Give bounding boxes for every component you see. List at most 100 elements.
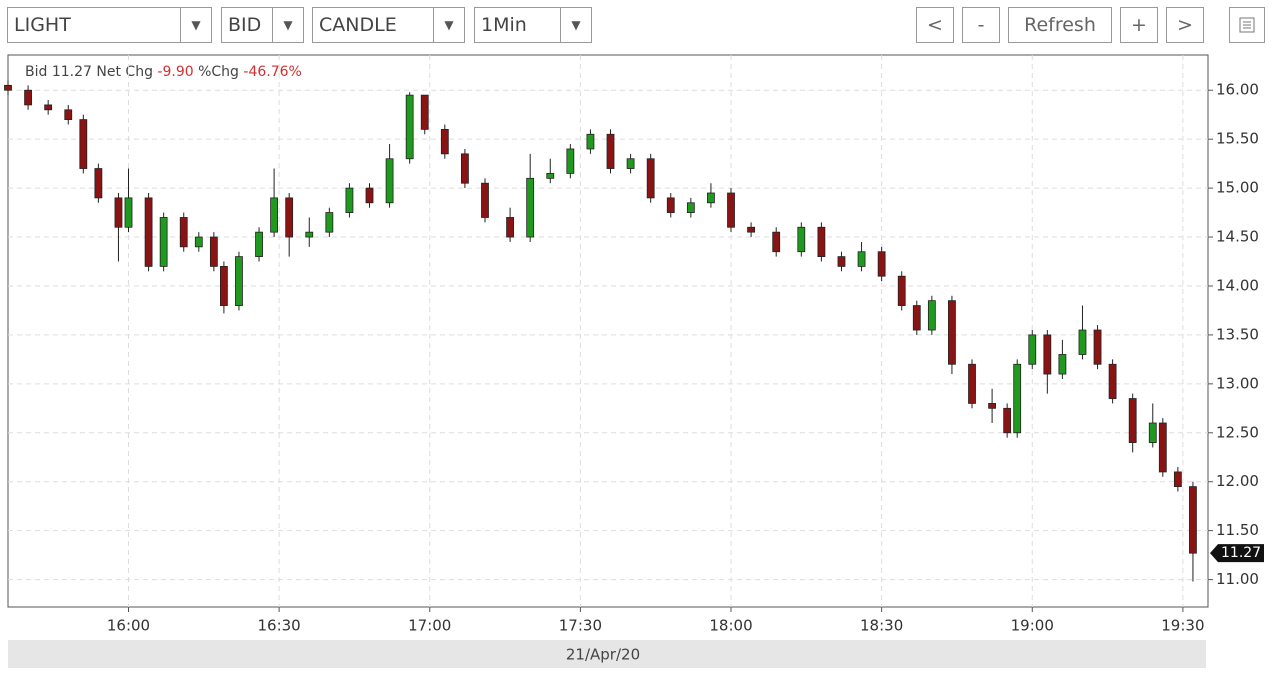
candle-body xyxy=(285,197,294,238)
candle-body xyxy=(79,119,88,169)
zoom-in-button[interactable]: + xyxy=(1120,7,1158,43)
candle-body xyxy=(912,305,921,331)
next-button[interactable]: > xyxy=(1166,7,1204,43)
info-label: %Chg xyxy=(198,64,239,80)
x-tick-label: 19:30 xyxy=(1161,617,1204,635)
candle-body xyxy=(440,128,449,155)
candle-body xyxy=(707,192,715,204)
candle-body xyxy=(420,94,429,130)
candle-body xyxy=(506,217,514,238)
candle-body xyxy=(1003,407,1012,434)
y-tick-label: 12.50 xyxy=(1216,423,1259,441)
candle-body xyxy=(526,177,535,238)
candle-body xyxy=(817,226,826,258)
candle-body xyxy=(94,168,103,199)
candle-body xyxy=(385,158,394,204)
candle-body xyxy=(837,256,846,267)
candle-body xyxy=(64,109,73,120)
candle-body xyxy=(646,158,655,199)
interval-dropdown[interactable]: 1Min ▼ xyxy=(474,7,592,43)
y-tick-label: 13.50 xyxy=(1216,325,1259,343)
candle-body xyxy=(1148,422,1157,443)
candle-body xyxy=(666,197,675,213)
plot-frame xyxy=(7,54,1209,608)
x-tick-label: 16:30 xyxy=(258,617,301,635)
dropdown-text: CANDLE xyxy=(319,14,397,36)
candle-body xyxy=(747,226,755,233)
candle-body xyxy=(194,236,203,248)
last-price-tag xyxy=(1210,544,1264,563)
y-tick-label: 15.50 xyxy=(1216,130,1259,148)
candle-body xyxy=(566,148,575,174)
x-tick-label: 17:00 xyxy=(408,617,451,635)
y-tick-label: 13.00 xyxy=(1216,374,1259,392)
candle-body xyxy=(988,403,997,409)
dropdown-arrow: ▼ xyxy=(272,8,303,42)
candle-body xyxy=(948,300,956,365)
info-value: 11.27 xyxy=(52,64,92,80)
candle-body xyxy=(325,212,334,233)
y-tick-label: 12.00 xyxy=(1216,472,1259,490)
candle-body xyxy=(179,217,188,248)
candle-body xyxy=(481,182,489,218)
candle-body xyxy=(1093,329,1102,365)
dropdown-arrow: ▼ xyxy=(433,8,464,42)
candle-body xyxy=(927,300,936,331)
table-button[interactable] xyxy=(1229,7,1265,43)
prev-button[interactable]: < xyxy=(916,7,954,43)
candle-body xyxy=(772,231,781,253)
y-tick-label: 16.00 xyxy=(1216,81,1259,99)
candle-body xyxy=(270,197,279,233)
candle-body xyxy=(1173,471,1182,488)
candle-body xyxy=(1108,363,1117,399)
zoom-out-button[interactable]: - xyxy=(962,7,1000,43)
x-tick-label: 17:30 xyxy=(559,617,602,635)
dropdown-arrow: ▼ xyxy=(180,8,211,42)
candle-body xyxy=(4,84,12,91)
candle-body xyxy=(405,94,414,160)
candle-body xyxy=(686,202,695,213)
candle-body xyxy=(1058,354,1067,375)
candle-body xyxy=(345,187,354,213)
candle-body xyxy=(968,363,976,404)
y-tick-label: 14.00 xyxy=(1216,276,1259,294)
candle-body xyxy=(1078,329,1087,355)
candle-body xyxy=(1043,334,1052,375)
candle-body xyxy=(1028,334,1037,365)
x-tick-label: 16:00 xyxy=(107,617,150,635)
last-price-label: 11.27 xyxy=(1221,545,1261,561)
x-tick-label: 18:00 xyxy=(709,617,752,635)
side-dropdown[interactable]: BID ▼ xyxy=(221,7,304,43)
refresh-button[interactable]: Refresh xyxy=(1008,7,1112,43)
candle-body xyxy=(606,133,615,169)
y-tick-label: 15.00 xyxy=(1216,179,1259,197)
candle-body xyxy=(209,236,218,267)
dropdown-text: LIGHT xyxy=(14,14,71,36)
dropdown-text: 1Min xyxy=(481,14,527,36)
candle-body xyxy=(124,197,133,228)
candle-body xyxy=(365,187,374,204)
dropdown-arrow: ▼ xyxy=(560,8,591,42)
info-label: Bid xyxy=(25,64,47,80)
candle-body xyxy=(626,158,635,169)
x-tick-label: 18:30 xyxy=(860,617,903,635)
candle-body xyxy=(461,153,469,184)
candle-body xyxy=(305,231,314,238)
x-tick-label: 19:00 xyxy=(1011,617,1054,635)
candle-body xyxy=(727,192,735,228)
candle-body xyxy=(219,266,228,306)
type-dropdown[interactable]: CANDLE ▼ xyxy=(312,7,465,43)
candle-body xyxy=(1158,422,1167,473)
info-label: Net Chg xyxy=(96,64,153,80)
table-icon xyxy=(1239,17,1255,33)
candle-body xyxy=(546,173,555,179)
candle-body xyxy=(235,256,243,306)
candle-body xyxy=(44,104,53,111)
candle-body xyxy=(586,133,595,150)
symbol-dropdown[interactable]: LIGHT ▼ xyxy=(7,7,212,43)
candle-body xyxy=(897,275,906,306)
info-value: -46.76% xyxy=(243,64,301,80)
y-tick-label: 11.50 xyxy=(1216,521,1259,539)
candle-body xyxy=(24,89,32,106)
